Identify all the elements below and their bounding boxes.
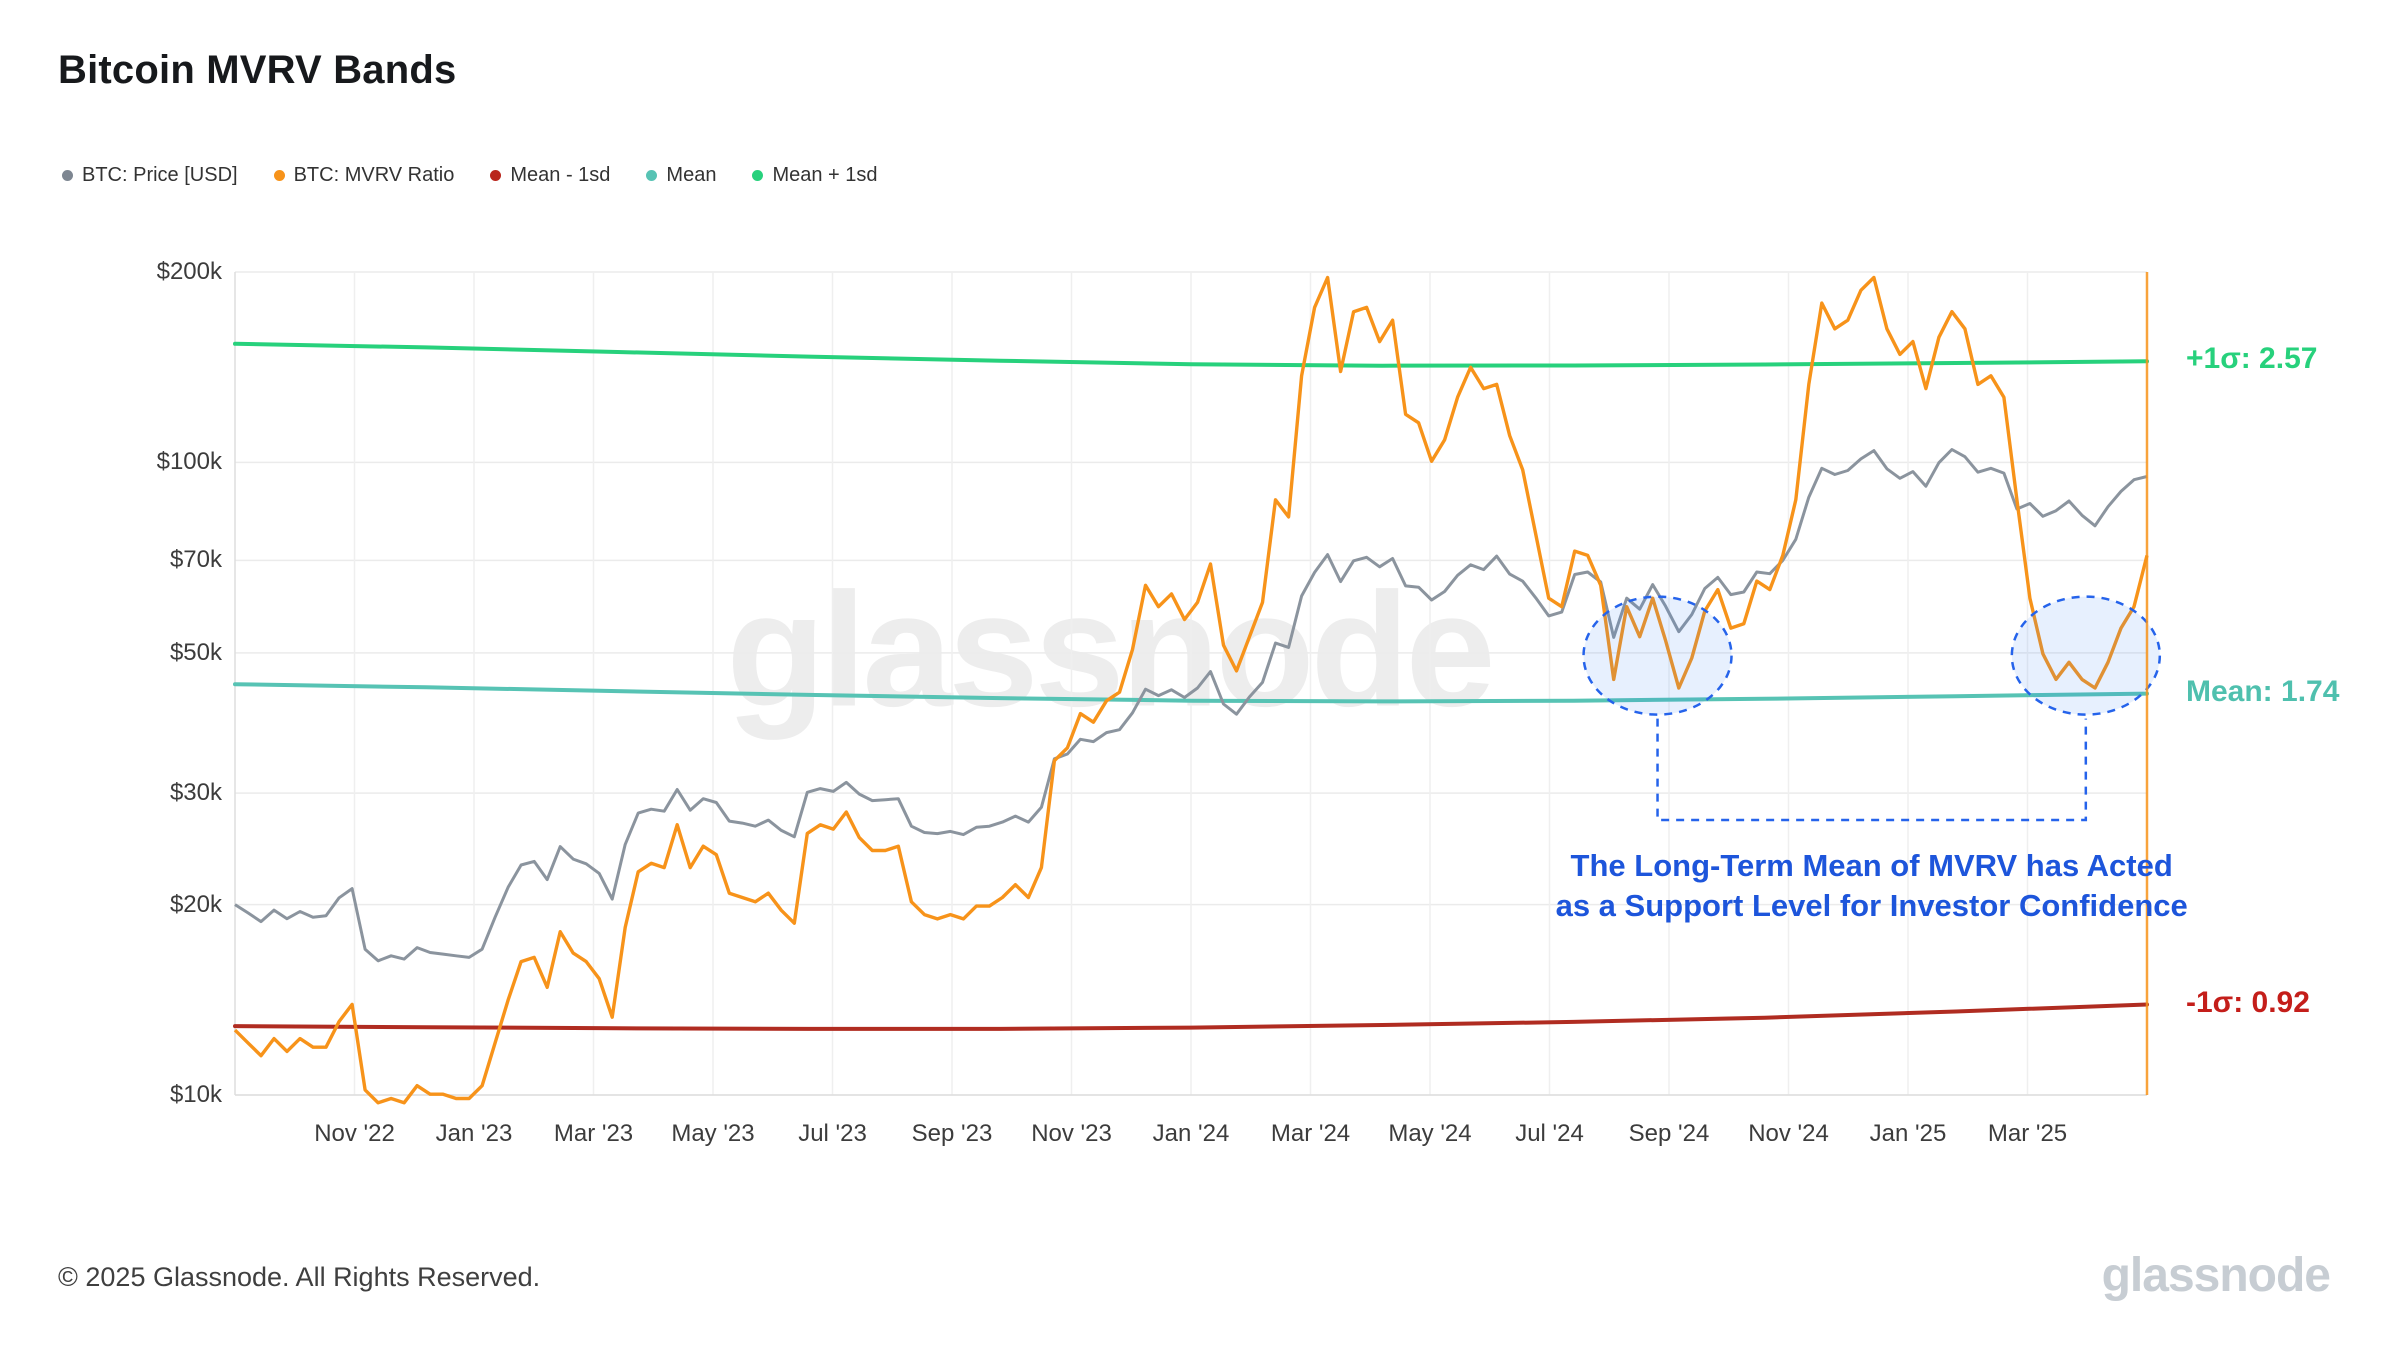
x-tick-label: Sep '23 [911, 1120, 993, 1147]
glassnode-watermark: glassnode [726, 559, 1495, 741]
callout-bracket [1656, 718, 2088, 822]
y-tick-label: $50k [169, 638, 222, 666]
x-tick-label: Sep '24 [1628, 1120, 1710, 1147]
plus1sd-band-label: +1σ: 2.57 [2186, 342, 2318, 376]
legend-dot [273, 170, 285, 181]
legend-item-label: BTC: Price [USD] [82, 164, 238, 186]
y-tick-label: $200k [156, 258, 222, 285]
legend-item-label: Mean - 1sd [510, 164, 611, 186]
x-tick-label: May '24 [1388, 1120, 1472, 1147]
legend-item-label: BTC: MVRV Ratio [293, 164, 455, 186]
x-tick-label: Mar '25 [1987, 1120, 2068, 1147]
page-title: Bitcoin MVRV Bands [58, 48, 457, 92]
band-line-mean-1sd [233, 341, 2149, 368]
legend-item-label: Mean [666, 164, 717, 186]
callout-text-line2: as a Support Level for Investor Confiden… [1555, 888, 2188, 923]
y-tick-label: $10k [169, 1081, 222, 1108]
highlight-ellipse [1582, 595, 1733, 716]
x-tick-label: Mar '23 [553, 1120, 634, 1147]
legend-dot [62, 170, 73, 181]
callout-text-line1: The Long-Term Mean of MVRV has Acted [1570, 848, 2173, 883]
x-tick-label: Mar '24 [1270, 1120, 1351, 1147]
x-tick-label: May '23 [671, 1120, 755, 1147]
y-tick-label: $20k [169, 890, 222, 918]
y-tick-label: $70k [169, 546, 222, 574]
band-line-mean [233, 682, 2149, 704]
glassnode-logo: glassnode [2101, 1249, 2331, 1302]
legend-dot [490, 170, 502, 181]
highlight-ellipse [2010, 595, 2162, 716]
x-tick-label: Nov '24 [1748, 1120, 1829, 1147]
legend-item-mean-1sd[interactable]: Mean - 1sd [490, 164, 610, 187]
x-tick-label: Nov '23 [1031, 1120, 1112, 1147]
x-tick-label: Nov '22 [314, 1120, 395, 1147]
copyright-text: © 2025 Glassnode. All Rights Reserved. [58, 1262, 541, 1292]
legend-item-label: Mean + 1sd [772, 164, 878, 186]
x-tick-label: Jan '23 [435, 1120, 513, 1147]
x-tick-label: Jan '24 [1152, 1120, 1230, 1147]
y-tick-label: $100k [156, 448, 222, 476]
x-tick-label: Jul '24 [1515, 1120, 1584, 1147]
band-line-mean-1sd [233, 1002, 2149, 1031]
legend-item-btc-price-usd[interactable]: BTC: Price [USD] [62, 164, 238, 187]
mean-band-label: Mean: 1.74 [2186, 674, 2340, 708]
support-level-callout: The Long-Term Mean of MVRV has Acted as … [1452, 846, 2292, 926]
x-tick-label: Jan '25 [1869, 1120, 1947, 1147]
chart-legend: BTC: Price [USD] BTC: MVRV Ratio Mean - 1s… [62, 164, 878, 187]
series-btc-price-line [234, 448, 2148, 963]
x-tick-label: Jul '23 [798, 1120, 867, 1147]
legend-dot [646, 170, 658, 181]
y-tick-label: $30k [169, 779, 222, 807]
legend-item-btc-mvrv-ratio[interactable]: BTC: MVRV Ratio [273, 164, 455, 187]
legend-dot [752, 170, 764, 181]
legend-item-mean[interactable]: Mean [646, 164, 716, 187]
legend-item-mean-1sd[interactable]: Mean + 1sd [752, 164, 878, 187]
series-mvrv-ratio-line [233, 275, 2149, 1105]
minus1sd-band-label: -1σ: 0.92 [2186, 985, 2310, 1019]
